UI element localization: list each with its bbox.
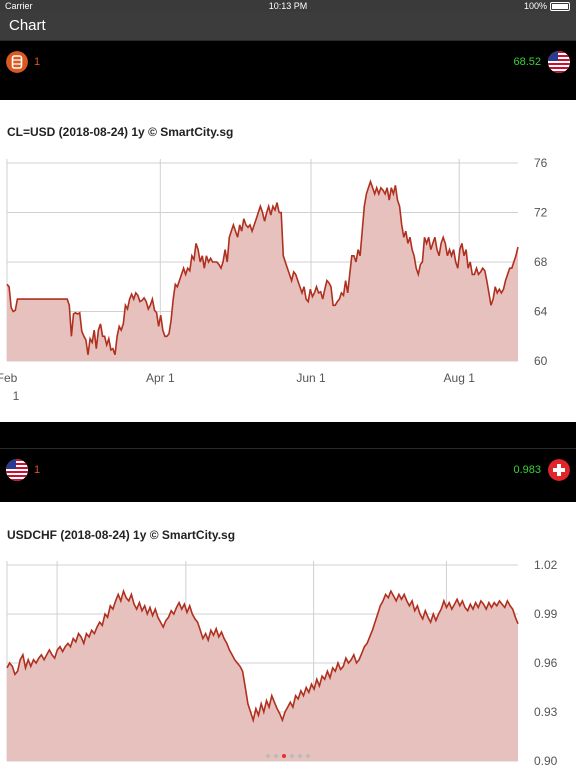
page-dot[interactable] [266, 754, 270, 758]
page-indicator[interactable] [0, 754, 576, 758]
pair-price: 68.52 [513, 56, 541, 68]
y-axis-ticks: 76 72 68 64 60 [534, 156, 548, 368]
pair-price: 0.983 [513, 464, 541, 476]
y-tick-label: 0.93 [534, 705, 558, 719]
us-flag-icon[interactable] [6, 459, 28, 481]
us-flag-icon[interactable] [548, 51, 570, 73]
x-tick-label: 1 [13, 389, 20, 403]
page-dot-active[interactable] [282, 754, 286, 758]
y-tick-label: 64 [534, 305, 548, 319]
chart-panel-usdchf: USDCHF (2018-08-24) 1y © SmartCity.sg 1.… [0, 502, 576, 768]
page-dot[interactable] [274, 754, 278, 758]
x-tick-label: Aug 1 [444, 371, 476, 385]
chart-series-line [6, 179, 519, 356]
status-time: 10:13 PM [268, 1, 308, 11]
y-tick-label: 72 [534, 206, 548, 220]
carrier-label: Carrier [5, 1, 33, 11]
chart-series-line [6, 588, 519, 724]
y-tick-label: 76 [534, 156, 548, 170]
x-tick-label: Feb [0, 371, 18, 385]
chart-title: CL=USD (2018-08-24) 1y © SmartCity.sg [7, 125, 234, 139]
chart-title: USDCHF (2018-08-24) 1y © SmartCity.sg [7, 528, 236, 542]
y-tick-label: 68 [534, 255, 548, 269]
y-tick-label: 0.96 [534, 656, 558, 670]
status-bar: Carrier 10:13 PM 100% [0, 0, 576, 12]
oil-barrel-icon[interactable] [6, 51, 28, 73]
battery-icon [550, 1, 570, 11]
y-tick-label: 1.02 [534, 558, 558, 572]
battery-percent: 100% [523, 1, 547, 11]
page-dot[interactable] [298, 754, 302, 758]
chart-area-fill [7, 591, 518, 761]
pair-bar-usdchf[interactable]: 1 0.983 [0, 422, 576, 502]
chart-oil[interactable]: 76 72 68 64 60 Feb 1 Apr 1 Jun 1 Aug 1 [0, 100, 576, 422]
y-axis-ticks: 1.02 0.99 0.96 0.93 0.90 [534, 558, 558, 768]
swiss-flag-icon[interactable] [548, 459, 570, 481]
x-axis-ticks: Feb 1 Apr 1 Jun 1 Aug 1 [0, 371, 475, 403]
chart-area-fill [7, 181, 518, 361]
chart-usdchf[interactable]: 1.02 0.99 0.96 0.93 0.90 [0, 502, 576, 768]
y-tick-label: 60 [534, 354, 548, 368]
x-tick-label: Apr 1 [146, 371, 175, 385]
page-title: Chart [9, 17, 46, 34]
battery-status: 100% [524, 1, 570, 11]
pair-count: 1 [34, 56, 41, 68]
chart-panel-oil: CL=USD (2018-08-24) 1y © SmartCity.sg 76… [0, 100, 576, 422]
y-tick-label: 0.99 [534, 607, 558, 621]
page-dot[interactable] [290, 754, 294, 758]
page-dot[interactable] [306, 754, 310, 758]
y-tick-label: 0.90 [534, 754, 558, 768]
x-tick-label: Jun 1 [296, 371, 326, 385]
nav-bar: Chart [0, 12, 576, 40]
pair-count: 1 [34, 464, 41, 476]
pair-bar-oil[interactable]: 1 68.52 [0, 40, 576, 91]
